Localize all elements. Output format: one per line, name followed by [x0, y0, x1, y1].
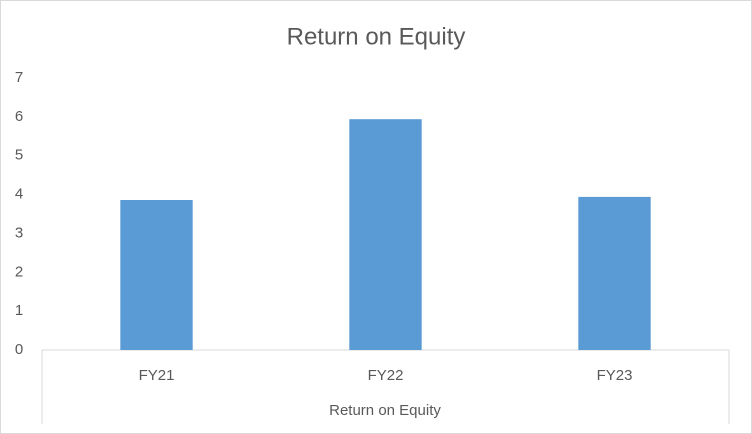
y-tick-label: 7 [15, 69, 23, 86]
chart-title: Return on Equity [287, 23, 466, 50]
x-axis-title: Return on Equity [329, 402, 441, 419]
x-tick-label: FY22 [368, 367, 404, 384]
y-tick-label: 1 [15, 302, 23, 319]
y-tick-label: 5 [15, 147, 23, 164]
bar [578, 196, 651, 350]
y-tick-label: 2 [15, 263, 23, 280]
y-tick-label: 4 [15, 186, 23, 203]
y-tick-label: 6 [15, 108, 23, 125]
y-tick-label: 3 [15, 224, 23, 241]
bar [120, 200, 193, 350]
x-tick-label: FY23 [597, 367, 633, 384]
x-tick-label: FY21 [139, 367, 175, 384]
bar [349, 119, 422, 350]
y-tick-label: 0 [15, 341, 23, 358]
